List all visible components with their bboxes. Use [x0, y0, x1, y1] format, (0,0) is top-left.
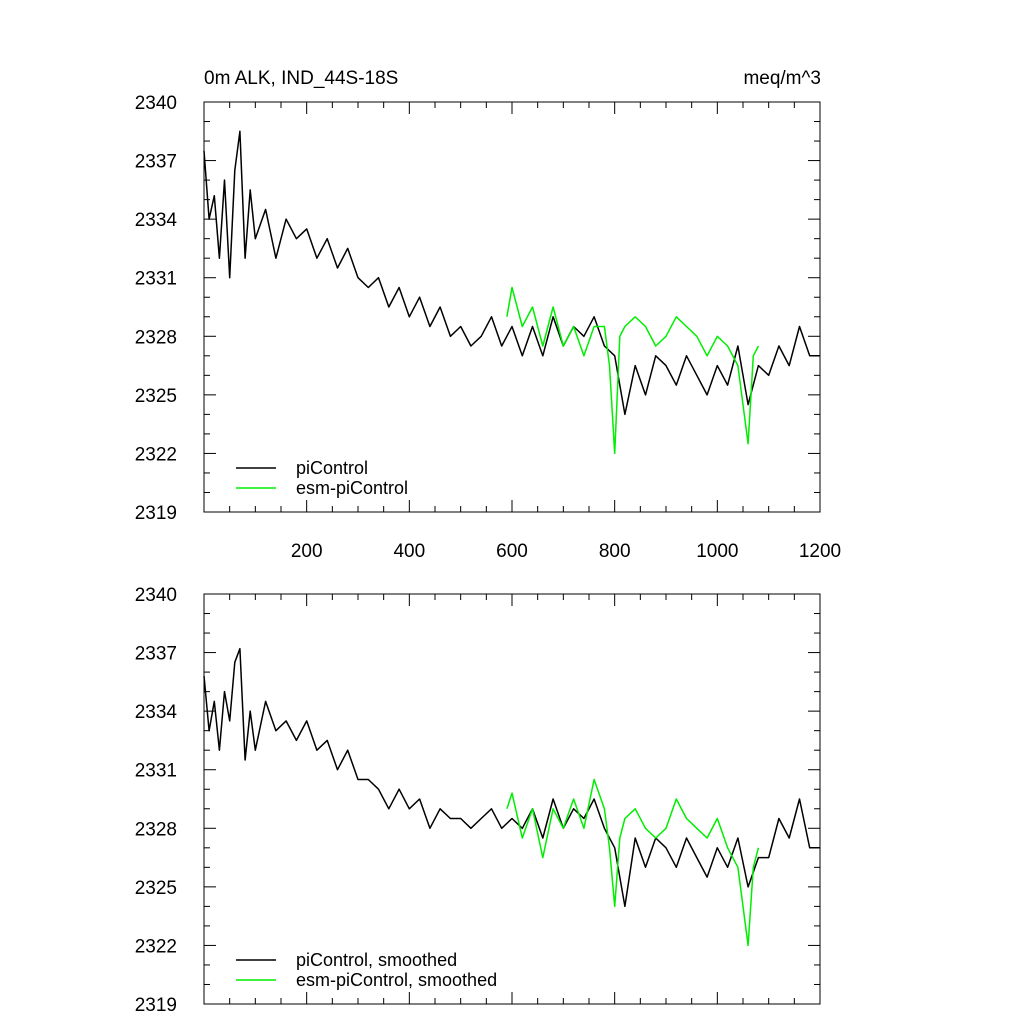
panel-2-y-tick-label: 2337	[135, 644, 177, 665]
panel-2-legend-label-1: piControl, smoothed	[296, 950, 457, 970]
panel-1-frame	[203, 101, 821, 513]
panel-2-y-tick-label: 2334	[135, 702, 178, 723]
panel-1-x-tick-label: 1200	[799, 541, 841, 562]
panel-1-x-tick-label: 400	[393, 541, 425, 562]
panel-1-y-tick-label: 2331	[135, 269, 177, 290]
panel-1-x-tick-label: 600	[496, 541, 528, 562]
chart-title: 0m ALK, IND_44S-18S	[204, 68, 398, 89]
panel-1-y-tick-label: 2337	[135, 152, 177, 173]
panel-2-y-tick-label: 2322	[135, 936, 177, 957]
panel-2-series-2-line	[506, 778, 760, 947]
panel-1-y-tick-label: 2328	[135, 327, 177, 348]
panel-1-series-2-line	[506, 286, 760, 455]
panel-1-y-tick-label: 2334	[135, 210, 178, 231]
panel-1-y-tick-label: 2325	[135, 386, 177, 407]
panel-2-y-tick-label: 2319	[135, 995, 177, 1016]
panel-1-y-tick-label: 2340	[135, 93, 177, 114]
panel-2-series-1-line	[203, 647, 820, 908]
panel-2-legend-label-2: esm-piControl, smoothed	[296, 970, 497, 990]
panel-1-legend-label-1: piControl	[296, 458, 368, 478]
units-label: meq/m^3	[743, 68, 821, 89]
panel-2-frame	[203, 593, 821, 1005]
panel-2-y-tick-label: 2340	[135, 585, 177, 606]
panel-1-series-1-line	[203, 130, 820, 416]
panel-2-y-tick-label: 2325	[135, 878, 177, 899]
panel-1-x-tick-label: 800	[599, 541, 631, 562]
panel-2-y-tick-label: 2328	[135, 819, 177, 840]
panel-1-x-tick-label: 200	[291, 541, 323, 562]
panel-2-y-tick-label: 2331	[135, 761, 177, 782]
panel-1-legend-label-2: esm-piControl	[296, 478, 408, 498]
panel-1-y-tick-label: 2319	[135, 503, 177, 524]
panel-1-x-tick-label: 1000	[696, 541, 738, 562]
panel-1-y-tick-label: 2322	[135, 444, 177, 465]
